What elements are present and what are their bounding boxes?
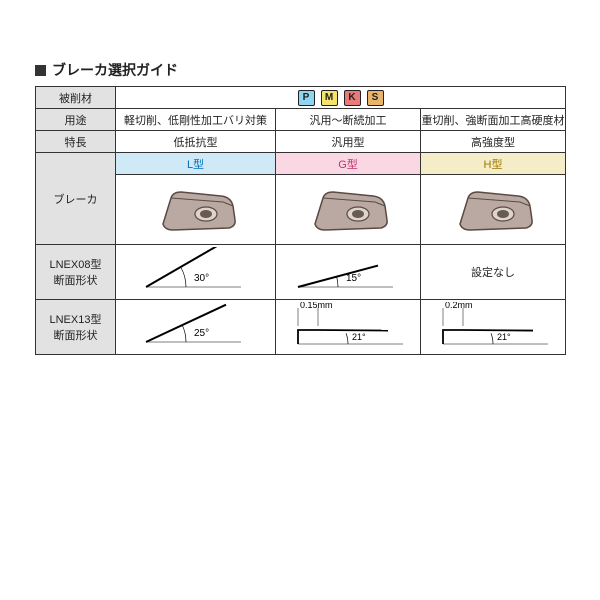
row-header-workmat: 被削材 (36, 87, 116, 109)
insert-icon (448, 182, 538, 238)
type-H: H型 (421, 153, 566, 175)
type-G: G型 (276, 153, 421, 175)
insert-icon (151, 182, 241, 238)
svg-text:15°: 15° (346, 273, 361, 284)
workmat-badges: PMKS (116, 87, 566, 109)
profile-icon: 25° (131, 302, 261, 352)
svg-text:21°: 21° (352, 332, 366, 342)
feature-L: 低抵抗型 (116, 131, 276, 153)
breaker-img-G (276, 175, 421, 245)
row-header-lnex13: LNEX13型 断面形状 (36, 300, 116, 355)
breaker-img-L (116, 175, 276, 245)
svg-text:0.2mm: 0.2mm (445, 302, 473, 310)
svg-text:25°: 25° (194, 328, 209, 339)
breaker-img-H (421, 175, 566, 245)
profile-icon: 0.2mm 21° (428, 302, 558, 352)
insert-icon (303, 182, 393, 238)
lnex08-L: 30° (116, 245, 276, 300)
row-header-feature: 特長 (36, 131, 116, 153)
lnex08-G: 15° (276, 245, 421, 300)
profile-icon: 15° (283, 247, 413, 297)
lnex13-G: 0.15mm 21° (276, 300, 421, 355)
profile-icon: 0.15mm 21° (283, 302, 413, 352)
use-L: 軽切削、低剛性加工バリ対策 (116, 109, 276, 131)
svg-text:0.15mm: 0.15mm (300, 302, 333, 310)
material-badge-S: S (367, 90, 384, 106)
breaker-guide-table: 被削材 PMKS 用途 軽切削、低剛性加工バリ対策 汎用～断続加工 重切削、強断… (35, 86, 566, 355)
lnex13-L: 25° (116, 300, 276, 355)
svg-text:21°: 21° (497, 332, 511, 342)
lnex13-H: 0.2mm 21° (421, 300, 566, 355)
material-badge-P: P (298, 90, 315, 106)
lnex08-H: 設定なし (421, 245, 566, 300)
no-setting-text: 設定なし (471, 264, 515, 280)
feature-H: 高強度型 (421, 131, 566, 153)
profile-icon: 30° (131, 247, 261, 297)
row-header-breaker: ブレーカ (36, 153, 116, 245)
material-badge-M: M (321, 90, 338, 106)
use-H: 重切削、強断面加工高硬度材 (421, 109, 566, 131)
type-L: L型 (116, 153, 276, 175)
row-header-lnex08: LNEX08型 断面形状 (36, 245, 116, 300)
use-G: 汎用～断続加工 (276, 109, 421, 131)
feature-G: 汎用型 (276, 131, 421, 153)
title-marker-icon (35, 65, 46, 76)
row-header-use: 用途 (36, 109, 116, 131)
material-badge-K: K (344, 90, 361, 106)
title-text: ブレーカ選択ガイド (52, 60, 178, 80)
section-title: ブレーカ選択ガイド (35, 60, 565, 80)
svg-text:30°: 30° (194, 273, 209, 284)
